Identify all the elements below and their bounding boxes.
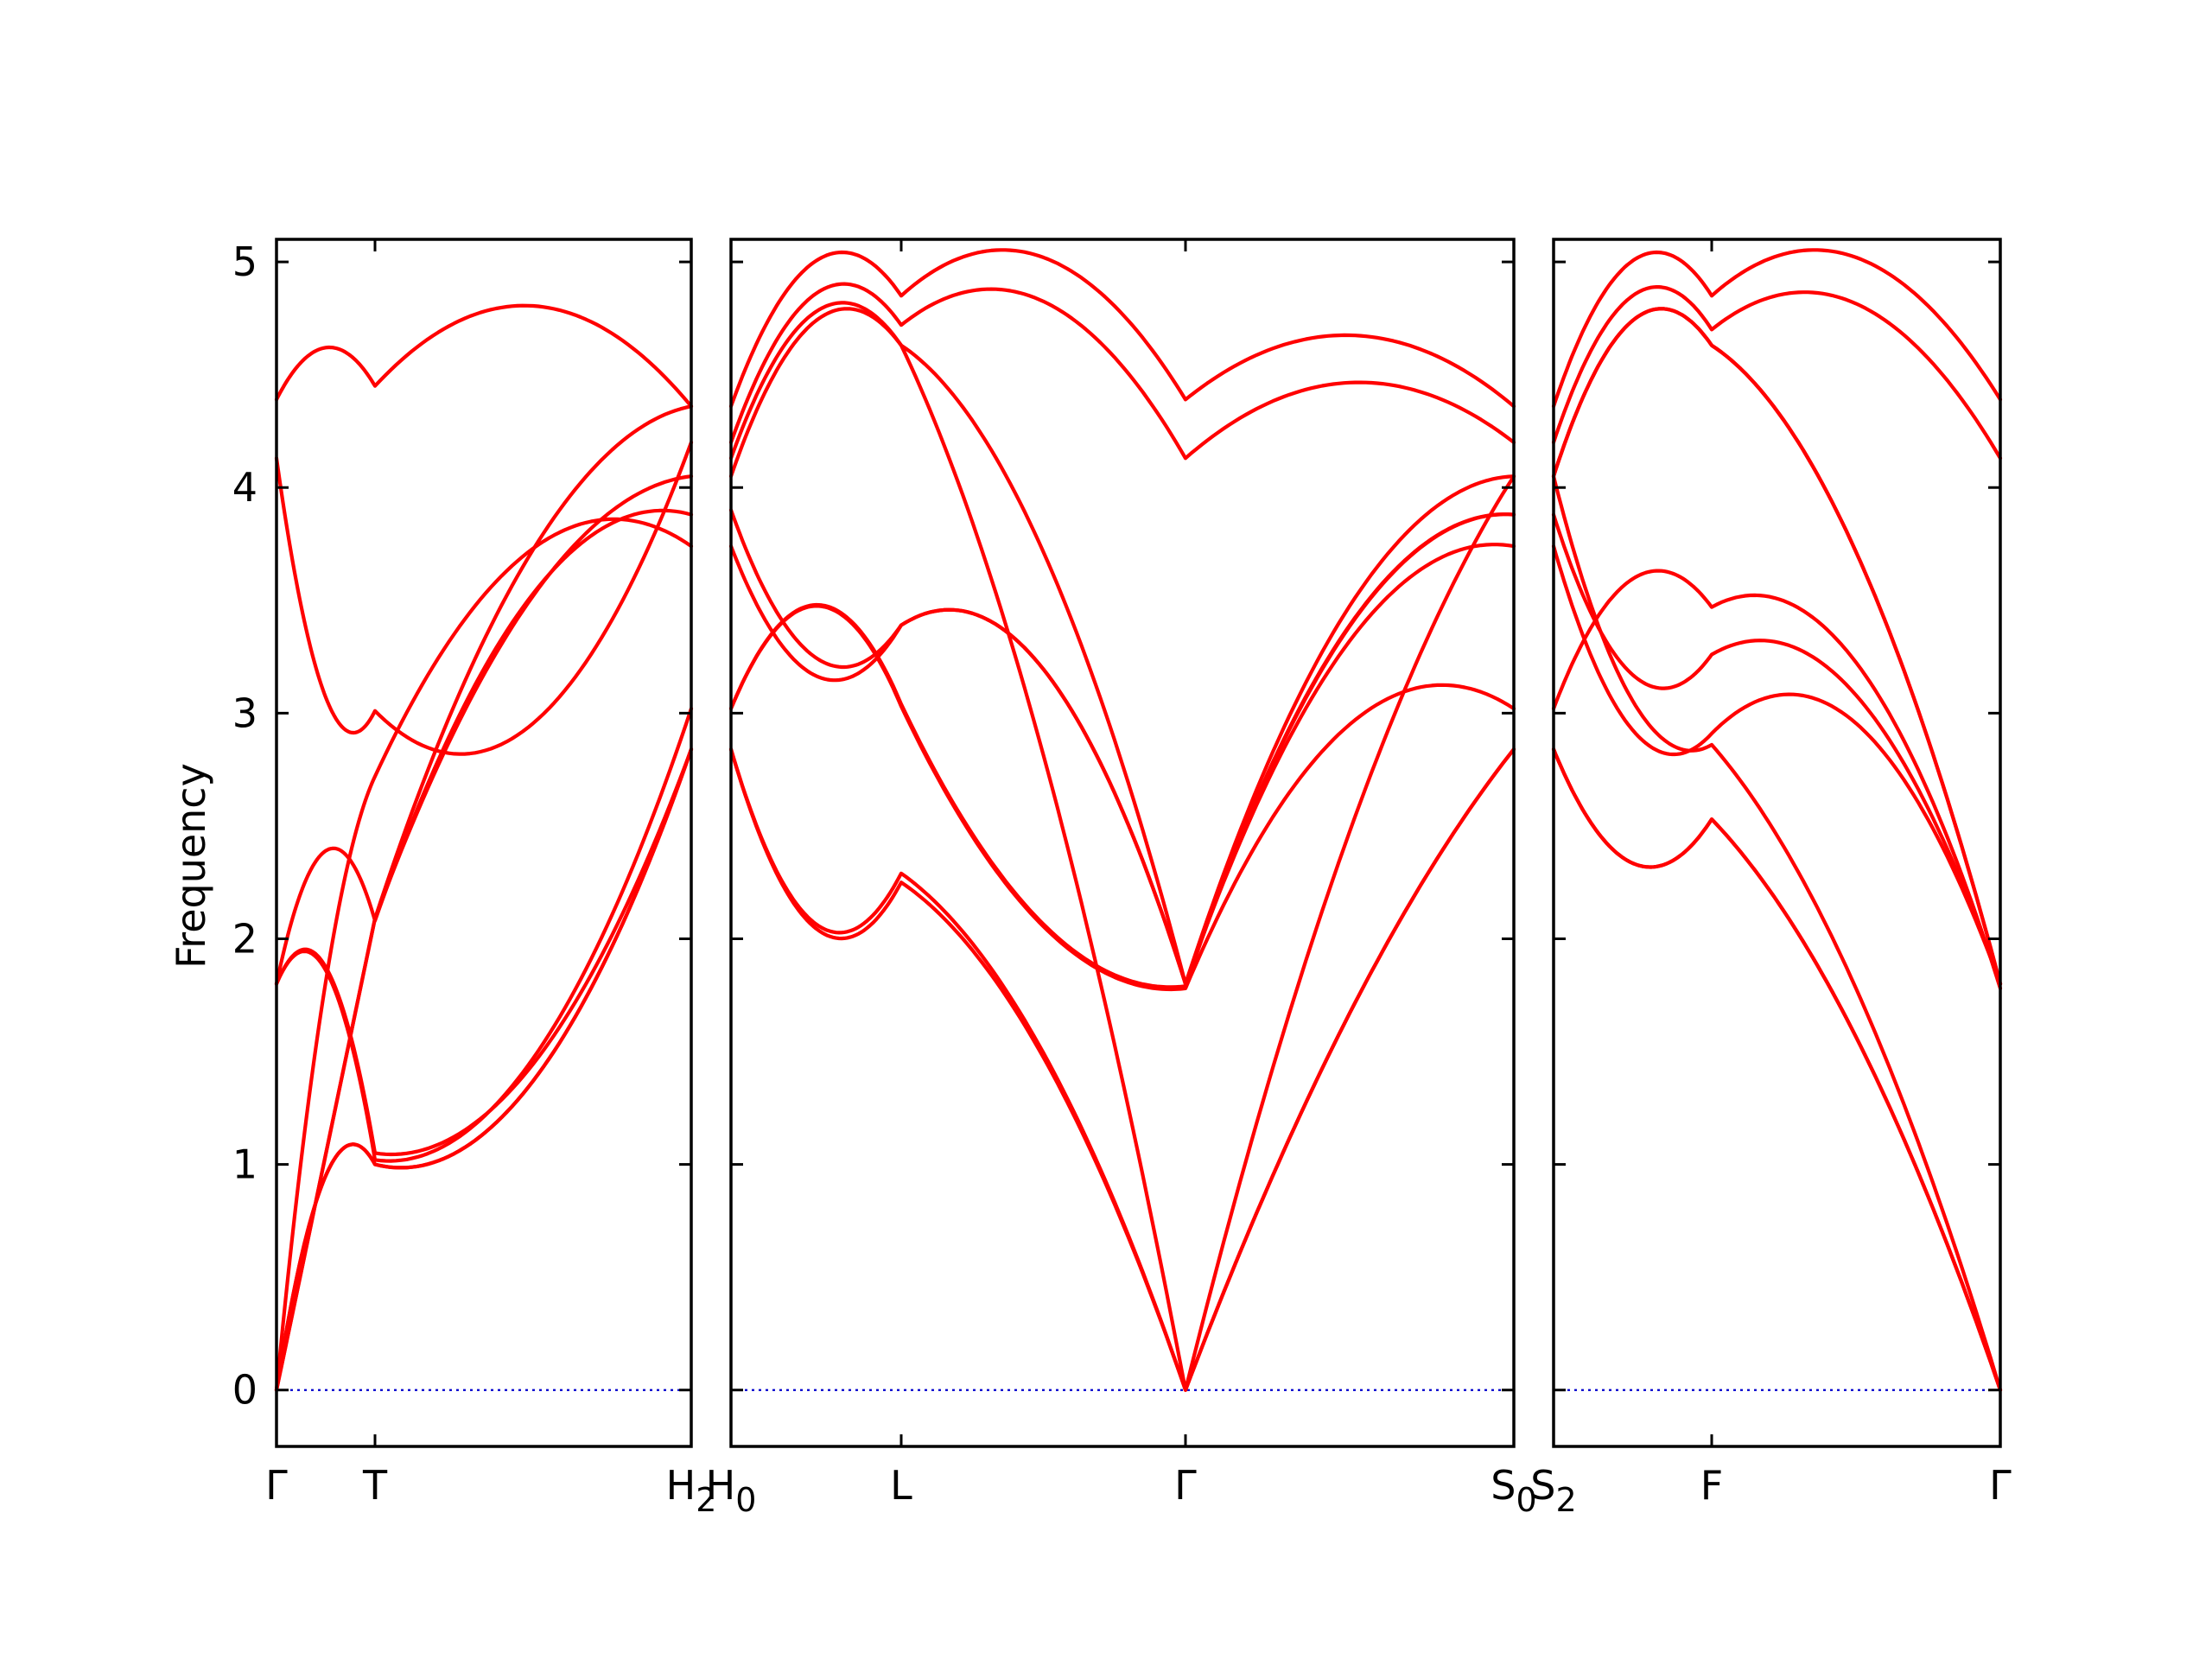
band-10: [1551, 307, 2003, 986]
band-3: [274, 517, 694, 1392]
y-tick-label: 2: [232, 915, 257, 962]
panel-frame: [729, 238, 1516, 1448]
band-6: [1551, 474, 2003, 1392]
x-tick-label: S0: [1491, 1462, 1536, 1519]
y-tick-label: 3: [232, 690, 257, 736]
band-4: [1551, 569, 2003, 990]
band-8: [728, 248, 1516, 409]
band-10: [728, 301, 1516, 1392]
x-tick-label: T: [362, 1462, 388, 1509]
band-7: [1551, 285, 2003, 461]
band-6: [274, 707, 694, 1163]
x-tick-label: L: [890, 1462, 912, 1509]
x-tick-label: Γ: [265, 1462, 288, 1509]
panel-frame: [1552, 238, 2002, 1448]
band-panel-1: 0 1 2 3 4 5 Γ T H2: [232, 238, 717, 1519]
y-tick-label: 0: [232, 1367, 257, 1414]
band-8: [274, 303, 694, 409]
x-tick-label: Γ: [1989, 1462, 2012, 1509]
y-axis-label: Frequency: [168, 763, 214, 969]
band-10: [274, 474, 694, 1392]
band-2: [1551, 747, 2003, 1392]
y-tick-label: 5: [232, 238, 257, 285]
band-panel-2: H0 L Γ S0: [706, 238, 1537, 1519]
x-tick-label: S2: [1530, 1462, 1576, 1519]
band-2: [728, 747, 1516, 1392]
band-9: [728, 307, 1516, 986]
band-7: [728, 282, 1516, 461]
band-2: [274, 747, 694, 1392]
band-1: [728, 747, 1516, 1392]
x-tick-label: F: [1700, 1462, 1723, 1509]
x-tick-label: H2: [666, 1462, 717, 1519]
band-6: [728, 508, 1516, 986]
y-tick-label: 1: [232, 1141, 257, 1188]
band-5: [728, 512, 1516, 989]
x-tick-label: H0: [706, 1462, 757, 1519]
band-7: [274, 440, 694, 756]
band-1: [274, 747, 694, 1392]
band-8: [1551, 248, 2003, 409]
band-3: [1551, 544, 2003, 986]
band-1: [1551, 747, 2003, 1392]
band-5: [1551, 512, 2003, 986]
y-tick-label: 4: [232, 464, 257, 511]
x-tick-label: Γ: [1174, 1462, 1197, 1509]
band-panel-3: S2 F Γ: [1530, 238, 2012, 1519]
panel-frame: [275, 238, 693, 1448]
